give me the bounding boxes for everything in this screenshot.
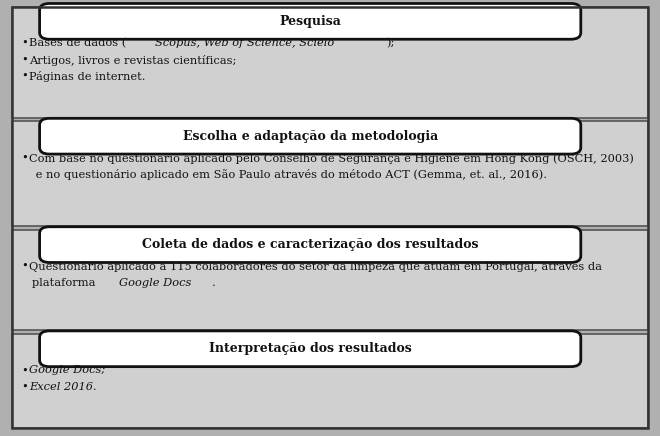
Text: •: •	[21, 382, 28, 392]
Text: );: );	[386, 38, 394, 48]
Text: Google Docs;: Google Docs;	[29, 365, 106, 375]
Text: Pesquisa: Pesquisa	[279, 15, 341, 28]
FancyBboxPatch shape	[12, 7, 648, 118]
Text: •: •	[21, 261, 28, 271]
Text: Scopus, Web of Science, Scielo: Scopus, Web of Science, Scielo	[154, 38, 334, 48]
Text: Google Docs: Google Docs	[119, 278, 191, 288]
FancyBboxPatch shape	[12, 334, 648, 428]
FancyBboxPatch shape	[40, 3, 581, 39]
Text: Páginas de internet.: Páginas de internet.	[29, 71, 146, 82]
Text: Com base no questionário aplicado pelo Conselho de Segurança e Higiene em Hong K: Com base no questionário aplicado pelo C…	[29, 153, 634, 164]
Text: •: •	[21, 365, 28, 375]
Text: •: •	[21, 38, 28, 48]
FancyBboxPatch shape	[12, 230, 648, 330]
Text: Bases de dados (: Bases de dados (	[29, 38, 126, 48]
FancyBboxPatch shape	[40, 227, 581, 262]
Text: •: •	[21, 153, 28, 163]
Text: Excel 2016.: Excel 2016.	[29, 382, 96, 392]
Text: •: •	[21, 71, 28, 81]
FancyBboxPatch shape	[40, 331, 581, 367]
Text: plataforma: plataforma	[32, 278, 100, 288]
Text: e no questionário aplicado em São Paulo através do método ACT (Gemma, et. al., 2: e no questionário aplicado em São Paulo …	[32, 169, 547, 181]
FancyBboxPatch shape	[40, 118, 581, 154]
Text: Coleta de dados e caracterização dos resultados: Coleta de dados e caracterização dos res…	[142, 238, 478, 251]
FancyBboxPatch shape	[12, 121, 648, 226]
Text: Questionário aplicado a 115 colaboradores do setor da limpeza que atuam em Portu: Questionário aplicado a 115 colaboradore…	[29, 261, 602, 272]
Text: .: .	[213, 278, 216, 288]
Text: Escolha e adaptação da metodologia: Escolha e adaptação da metodologia	[183, 129, 438, 143]
Text: Interpretação dos resultados: Interpretação dos resultados	[209, 342, 412, 355]
Text: Artigos, livros e revistas científicas;: Artigos, livros e revistas científicas;	[29, 54, 236, 65]
Text: •: •	[21, 54, 28, 65]
